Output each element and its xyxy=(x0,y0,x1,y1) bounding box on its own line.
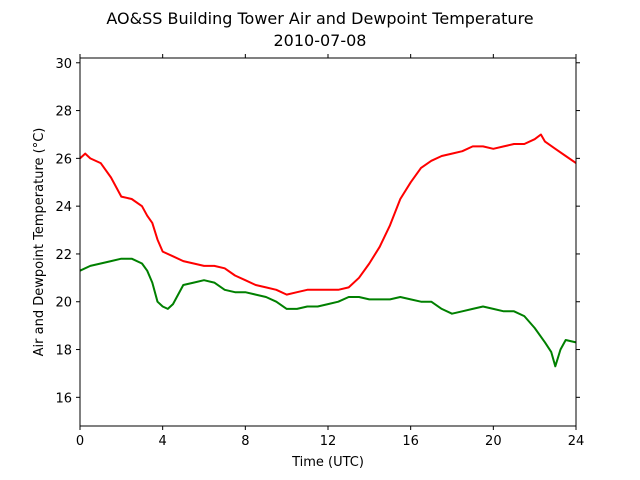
x-tick-label: 20 xyxy=(485,434,502,449)
y-tick-label: 16 xyxy=(55,391,72,406)
x-tick-label: 4 xyxy=(159,434,167,449)
plot-frame xyxy=(79,57,577,427)
y-tick-label: 22 xyxy=(55,248,72,263)
y-tick-label: 24 xyxy=(55,200,72,215)
x-axis-label: Time (UTC) xyxy=(291,455,364,470)
y-tick-label: 30 xyxy=(55,57,72,72)
x-axis-ticks: 0 4 8 12 16 20 24 xyxy=(76,54,584,449)
series-line-0 xyxy=(79,133,577,296)
y-tick-label: 26 xyxy=(55,152,72,167)
plot-lines xyxy=(79,133,577,368)
series-line-1 xyxy=(79,257,577,368)
x-tick-label: 8 xyxy=(241,434,249,449)
y-tick-label: 28 xyxy=(55,105,72,120)
chart-subtitle: 2010-07-08 xyxy=(274,31,367,50)
x-tick-label: 0 xyxy=(76,434,84,449)
y-tick-label: 20 xyxy=(55,296,72,311)
y-axis-label: Air and Dewpoint Temperature (°C) xyxy=(32,128,47,357)
x-tick-label: 24 xyxy=(568,434,585,449)
x-tick-label: 12 xyxy=(320,434,337,449)
y-axis-ticks: 16 18 20 22 24 26 28 30 xyxy=(55,57,580,406)
x-tick-label: 16 xyxy=(402,434,419,449)
y-tick-label: 18 xyxy=(55,344,72,359)
chart-title: AO&SS Building Tower Air and Dewpoint Te… xyxy=(106,9,533,28)
